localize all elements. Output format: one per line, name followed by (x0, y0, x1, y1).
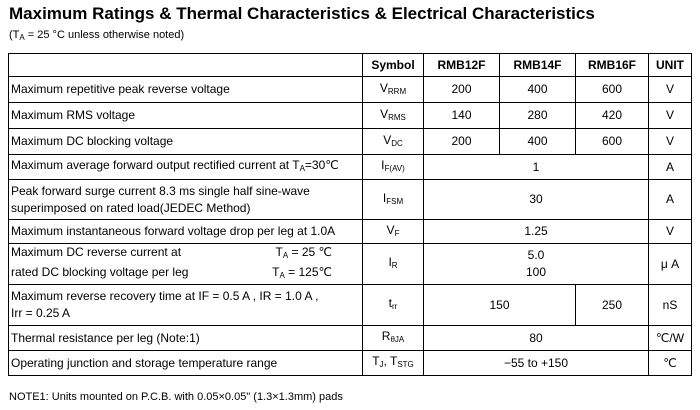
value-cell: 250 (575, 284, 649, 326)
table-row: Maximum RMS voltage VRMS 140 280 420 V (8, 102, 692, 129)
table-row: Maximum reverse recovery time at IF = 0.… (8, 284, 692, 326)
parameter-cell: Maximum RMS voltage (8, 102, 363, 129)
symbol-cell: IF(AV) (362, 154, 424, 180)
symbol-cell: VF (362, 219, 424, 244)
value-cell: 200 (423, 128, 500, 155)
value-cell: 400 (499, 128, 576, 155)
table-row: Operating junction and storage temperatu… (8, 350, 692, 376)
header-part: RMB14F (499, 53, 576, 77)
value-cell: 600 (575, 76, 649, 103)
value-cell: 5.0 100 (423, 243, 649, 285)
symbol-cell: IR (362, 243, 424, 285)
value-cell: 140 (423, 102, 500, 129)
page-title: Maximum Ratings & Thermal Characteristic… (9, 4, 595, 23)
parameter-cell: Peak forward surge current 8.3 ms single… (8, 179, 363, 220)
value-cell: 1.25 (423, 219, 649, 244)
value-cell: −55 to +150 (423, 350, 649, 376)
table-row: Maximum average forward output rectified… (8, 154, 692, 180)
parameter-cell: Maximum average forward output rectified… (8, 154, 363, 180)
subtitle-text: = 25 °C unless otherwise noted) (24, 29, 185, 41)
unit-cell: A (648, 154, 692, 180)
table-row: Maximum DC reverse current at TA = 25 ℃ r… (8, 243, 692, 285)
symbol-cell: trr (362, 284, 424, 326)
unit-cell: ℃/W (648, 325, 692, 351)
value-cell: 150 (423, 284, 576, 326)
table-row: Maximum DC blocking voltage VDC 200 400 … (8, 128, 692, 155)
symbol-cell: RθJA (362, 325, 424, 351)
unit-cell: nS (648, 284, 692, 326)
value-cell: 1 (423, 154, 649, 180)
parameter-cell: Maximum DC reverse current at TA = 25 ℃ r… (8, 243, 363, 285)
subscript: A (19, 33, 25, 42)
symbol-cell: VRRM (362, 76, 424, 103)
unit-cell: ℃ (648, 350, 692, 376)
parameter-cell: Operating junction and storage temperatu… (8, 350, 363, 376)
header-unit: UNIT (648, 53, 692, 77)
header-parameter (8, 53, 363, 77)
parameter-cell: Maximum instantaneous forward voltage dr… (8, 219, 363, 244)
conditions-note: (TA = 25 °C unless otherwise noted) (9, 29, 184, 42)
header-part: RMB16F (575, 53, 649, 77)
value-cell: 400 (499, 76, 576, 103)
value-cell: 200 (423, 76, 500, 103)
unit-cell: V (648, 219, 692, 244)
parameter-cell: Maximum DC blocking voltage (8, 128, 363, 155)
table-row: Maximum instantaneous forward voltage dr… (8, 219, 692, 244)
symbol-cell: VDC (362, 128, 424, 155)
table-row: Maximum repetitive peak reverse voltage … (8, 76, 692, 103)
value-cell: 80 (423, 325, 649, 351)
unit-cell: μ A (648, 243, 692, 285)
symbol-cell: TJ, TSTG (362, 350, 424, 376)
table-row: Peak forward surge current 8.3 ms single… (8, 179, 692, 220)
unit-cell: V (648, 128, 692, 155)
value-cell: 280 (499, 102, 576, 129)
parameter-cell: Maximum reverse recovery time at IF = 0.… (8, 284, 363, 326)
footnote: NOTE1: Units mounted on P.C.B. with 0.05… (9, 391, 343, 403)
header-part: RMB12F (423, 53, 500, 77)
parameter-cell: Thermal resistance per leg (Note:1) (8, 325, 363, 351)
table-header-row: Symbol RMB12F RMB14F RMB16F UNIT (8, 53, 692, 77)
symbol-cell: VRMS (362, 102, 424, 129)
value-cell: 30 (423, 179, 649, 220)
unit-cell: V (648, 102, 692, 129)
unit-cell: V (648, 76, 692, 103)
unit-cell: A (648, 179, 692, 220)
value-cell: 600 (575, 128, 649, 155)
table-row: Thermal resistance per leg (Note:1) RθJA… (8, 325, 692, 351)
parameter-cell: Maximum repetitive peak reverse voltage (8, 76, 363, 103)
value-cell: 420 (575, 102, 649, 129)
header-symbol: Symbol (362, 53, 424, 77)
ratings-table: Symbol RMB12F RMB14F RMB16F UNIT Maximum… (8, 53, 692, 376)
subtitle-text: (T (9, 29, 20, 41)
symbol-cell: IFSM (362, 179, 424, 220)
